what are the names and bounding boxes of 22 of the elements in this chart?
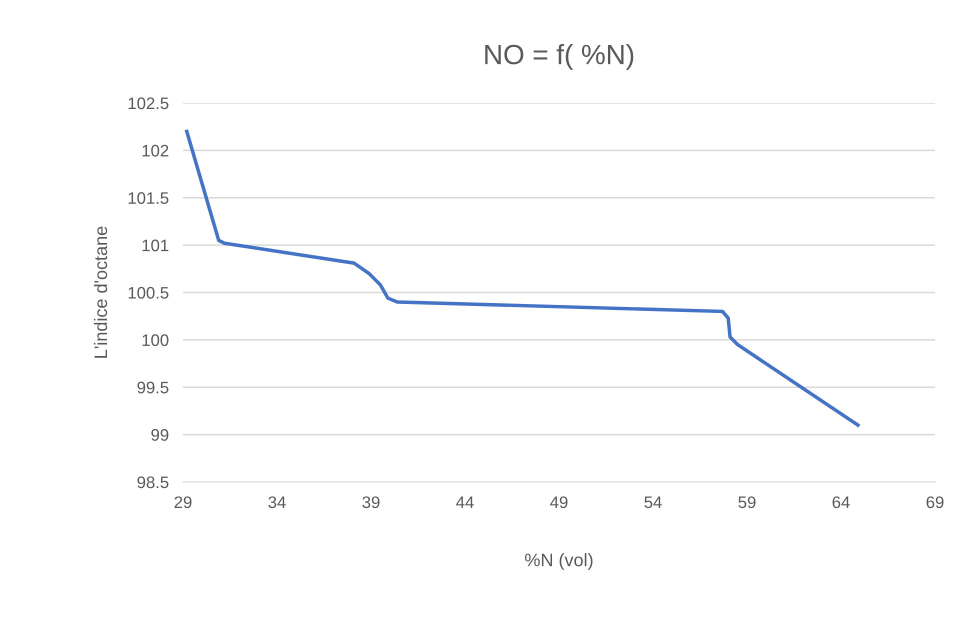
y-tick-label: 98.5: [137, 476, 168, 488]
x-axis-title: %N (vol): [525, 553, 592, 570]
x-tick-label: 69: [926, 496, 944, 508]
y-tick-label: 100.5: [128, 286, 168, 299]
y-tick-label: 102: [142, 144, 168, 157]
y-tick-label: 102.5: [128, 97, 168, 110]
y-axis-title: L'indice d'octane: [94, 226, 108, 358]
x-tick-label: 64: [832, 496, 850, 508]
line-series: [185, 130, 860, 427]
x-tick-label: 29: [174, 496, 192, 508]
y-tick-label: 99: [151, 429, 168, 441]
y-tick-label: 100: [142, 334, 168, 346]
x-tick-label: 44: [456, 496, 474, 508]
x-tick-label: 39: [362, 496, 380, 508]
x-tick-label: 34: [268, 496, 286, 508]
chart-title: NO = f( %N): [485, 44, 634, 70]
x-tick-label: 49: [550, 496, 568, 508]
y-tick-label: 101: [142, 240, 168, 252]
x-tick-label: 59: [738, 496, 756, 508]
y-tick-label: 99.5: [137, 382, 168, 394]
x-tick-label: 54: [644, 496, 662, 508]
y-tick-label: 101.5: [128, 192, 168, 204]
